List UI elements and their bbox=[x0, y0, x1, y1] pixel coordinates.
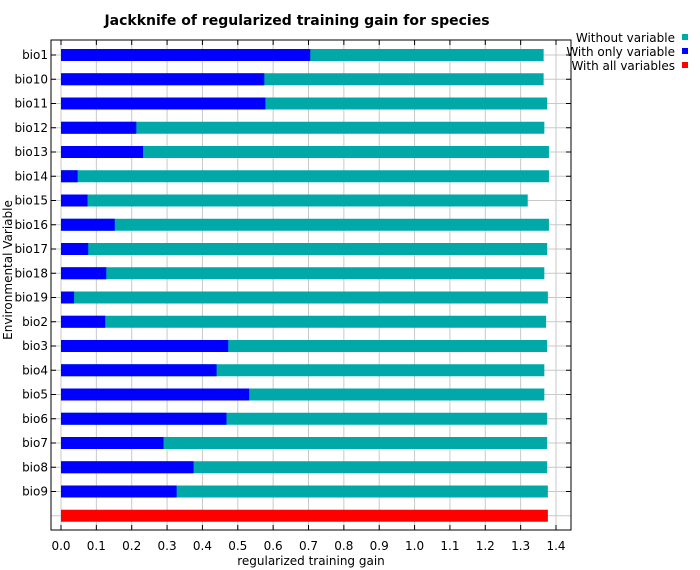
bar-without-bio19 bbox=[61, 291, 548, 304]
bar-only-bio4 bbox=[61, 364, 217, 377]
y-tick-label: bio1 bbox=[22, 48, 48, 62]
bar-only-bio2 bbox=[61, 315, 106, 328]
bar-without-bio16 bbox=[61, 218, 549, 231]
y-tick-label: bio19 bbox=[14, 291, 48, 305]
bar-only-bio1 bbox=[61, 49, 311, 61]
legend-label: Without variable bbox=[576, 31, 675, 45]
y-tick-label: bio4 bbox=[22, 363, 48, 377]
bar-without-bio2 bbox=[61, 315, 547, 328]
x-tick-label: 0.7 bbox=[299, 539, 318, 553]
legend-label: With all variables bbox=[571, 59, 675, 73]
bar-only-bio14 bbox=[61, 170, 78, 183]
bar-without-bio15 bbox=[61, 194, 528, 207]
y-tick-label: bio12 bbox=[14, 121, 48, 135]
y-tick-label: bio11 bbox=[14, 97, 48, 111]
y-tick-label: bio16 bbox=[14, 218, 48, 232]
bar-only-bio12 bbox=[61, 121, 137, 134]
y-tick-label: bio6 bbox=[22, 412, 48, 426]
bar-only-bio17 bbox=[61, 243, 89, 255]
x-tick-label: 0.8 bbox=[334, 539, 353, 553]
x-tick-label: 0.6 bbox=[264, 539, 283, 553]
y-tick-label: bio2 bbox=[22, 315, 48, 329]
grid bbox=[51, 40, 571, 530]
bar-without-bio12 bbox=[61, 121, 545, 134]
y-tick-label: bio14 bbox=[14, 169, 48, 183]
y-tick-label: bio7 bbox=[22, 436, 48, 450]
bar-without-bio13 bbox=[61, 146, 549, 158]
y-tick-label: bio17 bbox=[14, 242, 48, 256]
legend-label: With only variable bbox=[566, 45, 675, 59]
x-tick-label: 1.2 bbox=[476, 539, 495, 553]
bar-only-bio11 bbox=[61, 97, 266, 110]
x-tick-label: 0.1 bbox=[87, 539, 106, 553]
bar-only-bio10 bbox=[61, 73, 265, 86]
y-tick-label: bio9 bbox=[22, 485, 48, 499]
bar-only-bio13 bbox=[61, 146, 144, 158]
bar-without-bio7 bbox=[61, 437, 548, 449]
y-tick-label: bio15 bbox=[14, 194, 48, 208]
x-tick-label: 1.3 bbox=[511, 539, 530, 553]
x-ticks: 0.0 0.1 0.2 0.3 0.4 0.5 0.6 0.7 0.8 0.9 1.0 1.1 1.2 1… bbox=[51, 40, 566, 553]
bar-only-bio19 bbox=[61, 291, 75, 304]
bar-with-all-variables bbox=[61, 509, 548, 522]
bar-without-bio17 bbox=[61, 243, 548, 255]
chart-title: Jackknife of regularized training gain f… bbox=[103, 13, 489, 29]
legend-swatch bbox=[682, 34, 688, 40]
bar-only-bio8 bbox=[61, 461, 194, 474]
x-tick-label: 0.3 bbox=[158, 539, 177, 553]
y-ticks: bio1 bio10 bio11 bio12 bio13 bio14 bio15 bio16 b… bbox=[14, 48, 571, 499]
bar-only-bio6 bbox=[61, 412, 227, 425]
bar-only-bio18 bbox=[61, 267, 107, 280]
bar-only-bio3 bbox=[61, 340, 229, 352]
bar-only-bio9 bbox=[61, 485, 177, 498]
y-tick-label: bio18 bbox=[14, 266, 48, 280]
x-axis-label: regularized training gain bbox=[237, 554, 385, 568]
x-tick-label: 0.0 bbox=[51, 539, 70, 553]
legend-swatch bbox=[682, 62, 688, 68]
x-tick-label: 0.5 bbox=[228, 539, 247, 553]
bar-only-bio15 bbox=[61, 194, 88, 207]
y-tick-label: bio3 bbox=[22, 339, 48, 353]
x-tick-label: 0.9 bbox=[370, 539, 389, 553]
y-axis-label: Environmental Variable bbox=[1, 200, 15, 340]
bar-only-bio5 bbox=[61, 388, 250, 401]
bar-without-bio14 bbox=[61, 170, 549, 183]
y-tick-label: bio8 bbox=[22, 460, 48, 474]
x-tick-label: 1.1 bbox=[440, 539, 459, 553]
x-tick-label: 0.2 bbox=[122, 539, 141, 553]
bar-without-bio18 bbox=[61, 267, 545, 280]
plot-frame bbox=[50, 39, 572, 531]
bars bbox=[61, 49, 549, 522]
x-tick-label: 1.0 bbox=[405, 539, 424, 553]
y-tick-label: bio10 bbox=[14, 72, 48, 86]
bar-only-bio7 bbox=[61, 437, 164, 449]
x-tick-label: 1.4 bbox=[546, 539, 565, 553]
legend-swatch bbox=[682, 48, 688, 54]
y-tick-label: bio5 bbox=[22, 388, 48, 402]
x-tick-label: 0.4 bbox=[193, 539, 212, 553]
bar-only-bio16 bbox=[61, 218, 115, 231]
y-tick-label: bio13 bbox=[14, 145, 48, 159]
bar-without-bio9 bbox=[61, 485, 548, 498]
